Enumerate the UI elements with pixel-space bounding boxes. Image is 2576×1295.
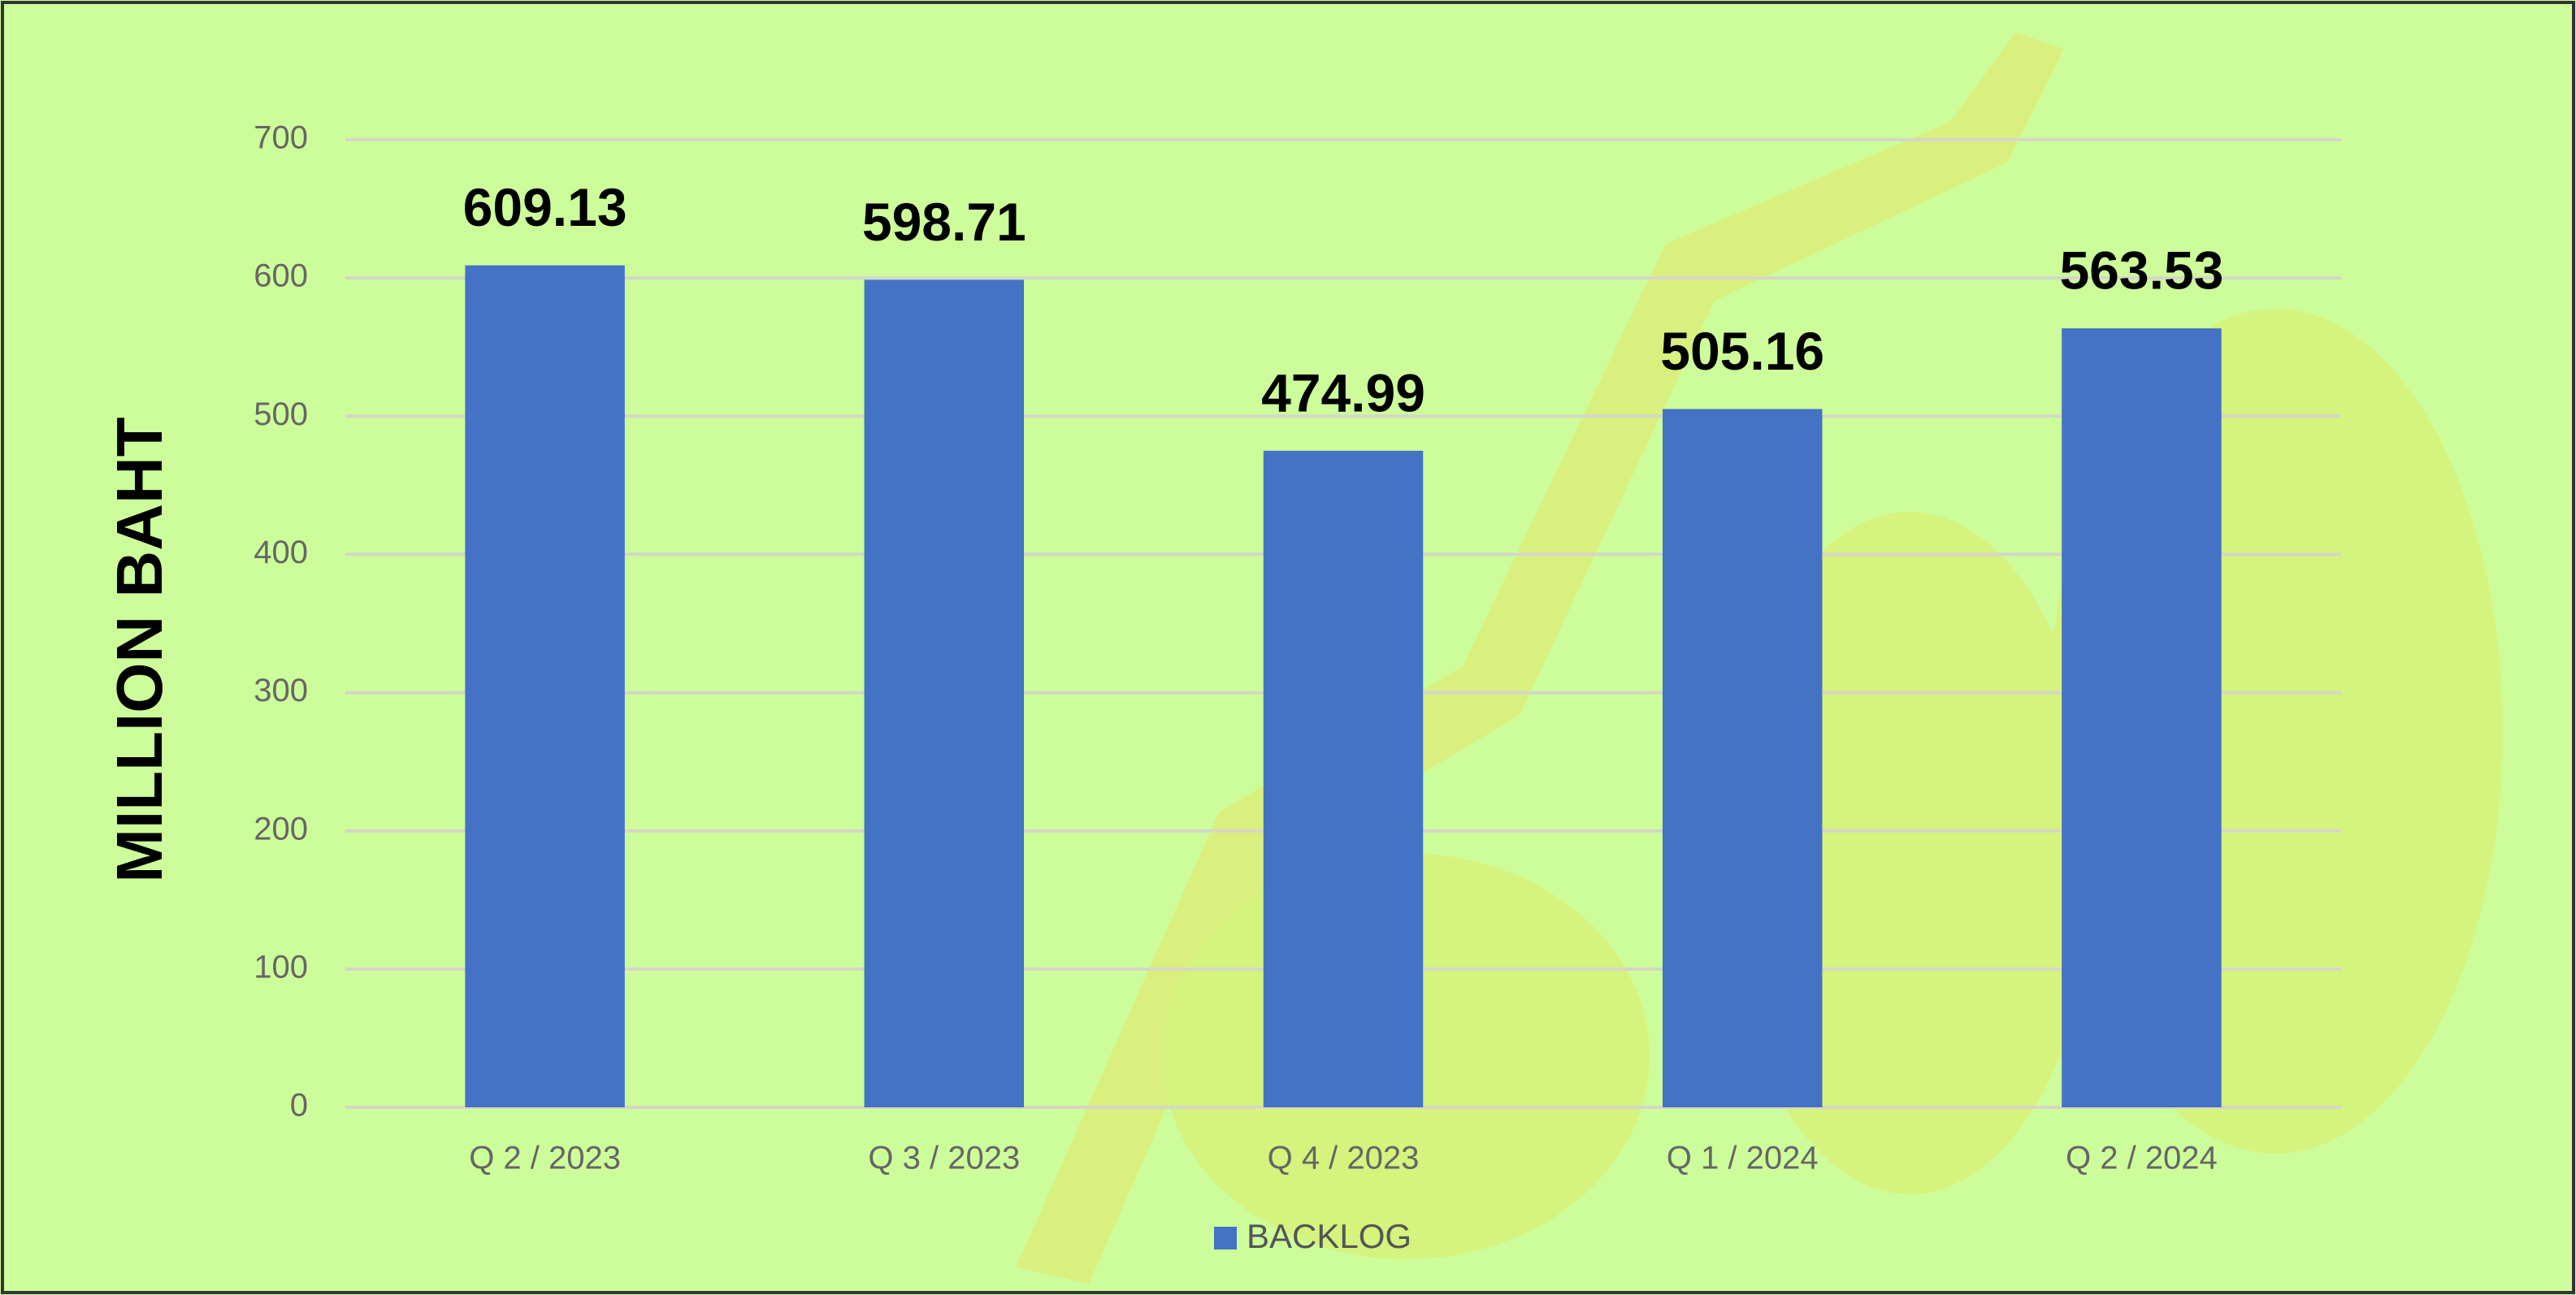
value-label: 474.99 (1261, 362, 1425, 422)
y-tick-label: 600 (254, 258, 308, 294)
y-tick-label: 300 (254, 673, 308, 708)
y-tick-label: 0 (290, 1088, 308, 1124)
y-tick-label: 700 (254, 120, 308, 156)
legend-swatch (1214, 1227, 1237, 1250)
y-tick-label: 100 (254, 949, 308, 985)
bar (1663, 409, 1822, 1107)
y-tick-label: 400 (254, 535, 308, 570)
y-axis-title: MILLION BAHT (103, 417, 176, 882)
bar (2062, 328, 2221, 1107)
legend-label: BACKLOG (1247, 1217, 1412, 1255)
x-tick-label: Q 2 / 2023 (469, 1141, 621, 1176)
x-tick-label: Q 1 / 2024 (1667, 1141, 1819, 1176)
chart: MILLION BAHT BACKLOG 0 100 200 300 400 500 600… (0, 0, 2576, 1295)
x-tick-label: Q 2 / 2024 (2066, 1141, 2218, 1176)
y-tick-label: 200 (254, 811, 308, 847)
bar (1264, 451, 1423, 1107)
value-label: 505.16 (1660, 321, 1824, 381)
value-label: 563.53 (2059, 240, 2223, 301)
bar (465, 266, 624, 1107)
value-label: 598.71 (862, 192, 1026, 252)
x-tick-label: Q 4 / 2023 (1268, 1141, 1420, 1176)
x-tick-label: Q 3 / 2023 (868, 1141, 1020, 1176)
bar (865, 279, 1024, 1107)
y-tick-label: 500 (254, 396, 308, 432)
value-label: 609.13 (463, 177, 627, 237)
